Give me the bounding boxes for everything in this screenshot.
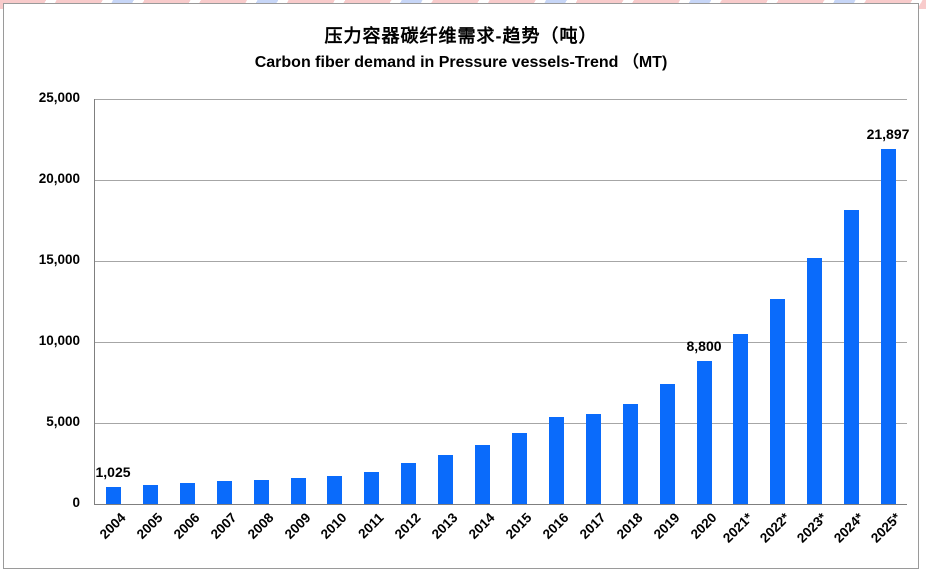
x-axis-tick-label: 2006 xyxy=(170,510,203,542)
y-axis-tick-label: 25,000 xyxy=(38,90,80,105)
bar-2015 xyxy=(512,433,527,504)
bar-2008 xyxy=(254,480,269,504)
x-axis-tick-label: 2024* xyxy=(831,510,867,546)
x-axis-tick-label: 2005 xyxy=(133,510,166,542)
x-axis-tick-label: 2014 xyxy=(465,510,498,542)
y-axis-tick-label: 10,000 xyxy=(38,333,80,348)
y-axis-tick-label: 0 xyxy=(72,495,80,510)
bar-2014 xyxy=(475,445,490,504)
y-axis-tick-label: 15,000 xyxy=(38,252,80,267)
bar-2022* xyxy=(770,299,785,504)
bar-2006 xyxy=(180,483,195,504)
bar-2024* xyxy=(844,210,859,504)
x-axis-tick-label: 2011 xyxy=(355,510,387,542)
x-axis-tick-label: 2020 xyxy=(687,510,720,542)
x-axis-tick-label: 2012 xyxy=(391,510,424,542)
chart-title-en: Carbon fiber demand in Pressure vessels-… xyxy=(254,54,668,71)
bar-2025* xyxy=(881,149,896,504)
x-axis-tick-label: 2019 xyxy=(650,510,683,542)
data-label-2004: 1,025 xyxy=(95,464,131,480)
bar-2009 xyxy=(291,478,306,504)
gridline xyxy=(95,180,907,181)
bar-2005 xyxy=(143,485,158,504)
data-label-2025*: 21,897 xyxy=(866,126,910,142)
bar-2010 xyxy=(327,476,342,504)
x-axis-tick-label: 2018 xyxy=(613,510,646,542)
gridline xyxy=(95,261,907,262)
bar-2007 xyxy=(217,481,232,504)
y-axis-tick-label: 20,000 xyxy=(38,171,80,186)
y-axis-tick-label: 5,000 xyxy=(46,414,80,429)
gridline xyxy=(95,423,907,424)
x-axis-tick-label: 2022* xyxy=(757,510,793,546)
bar-2018 xyxy=(623,404,638,504)
x-axis-tick-label: 2007 xyxy=(207,510,240,542)
x-axis-tick-label: 2025* xyxy=(868,510,904,546)
gridline xyxy=(95,99,907,100)
x-axis-tick-label: 2015 xyxy=(502,510,535,542)
bar-2016 xyxy=(549,417,564,504)
x-axis-tick-label: 2023* xyxy=(794,510,830,546)
bar-2013 xyxy=(438,455,453,504)
x-axis-tick-label: 2010 xyxy=(317,510,350,542)
x-axis-tick-label: 2016 xyxy=(539,510,572,542)
bar-2019 xyxy=(660,384,675,504)
plot-area xyxy=(94,99,907,505)
bar-2017 xyxy=(586,414,601,504)
chart-title-zh: 压力容器碳纤维需求-趋势（吨） xyxy=(324,26,598,46)
bar-2020 xyxy=(697,361,712,504)
chart-frame: 压力容器碳纤维需求-趋势（吨） Carbon fiber demand in P… xyxy=(3,3,919,569)
bar-2021* xyxy=(733,334,748,504)
x-axis-tick-label: 2008 xyxy=(244,510,277,542)
bar-2004 xyxy=(106,487,121,504)
bar-2012 xyxy=(401,463,416,504)
x-axis-tick-label: 2021* xyxy=(720,510,756,546)
data-label-2020: 8,800 xyxy=(686,338,722,354)
x-axis-tick-label: 2009 xyxy=(281,510,314,542)
bar-2023* xyxy=(807,258,822,504)
x-axis-tick-label: 2017 xyxy=(576,510,609,542)
gridline xyxy=(95,342,907,343)
x-axis-tick-label: 2013 xyxy=(428,510,461,542)
x-axis-tick-label: 2004 xyxy=(96,510,129,542)
bar-2011 xyxy=(364,472,379,504)
